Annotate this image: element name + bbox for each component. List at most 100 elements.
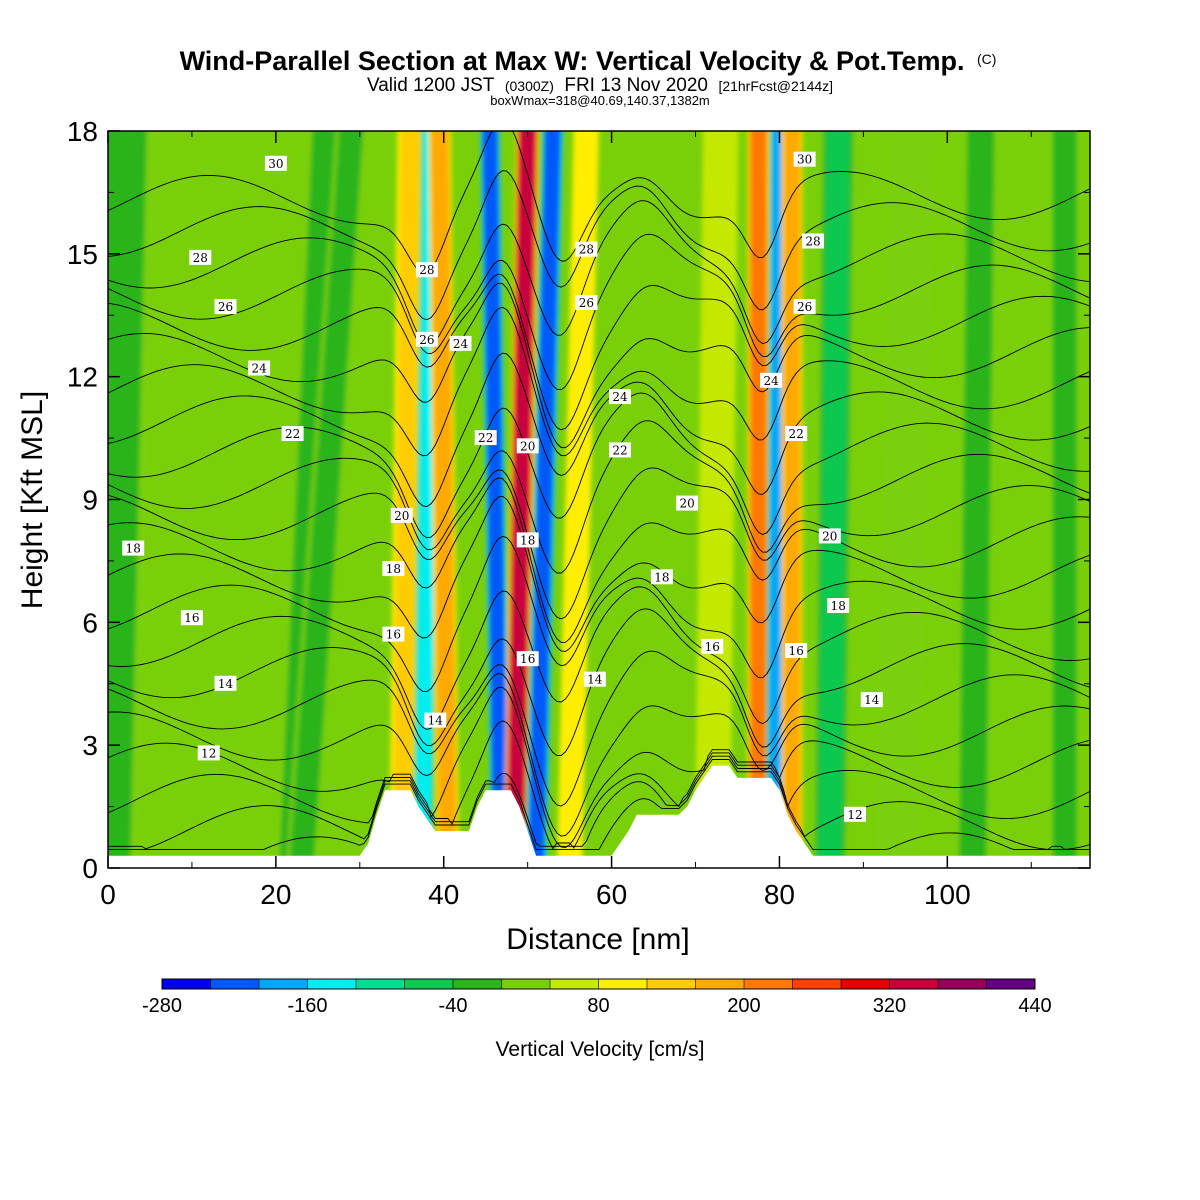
isentrope-label-box [214,675,237,691]
isentrope-label-box [424,712,447,728]
terrain [108,765,1090,868]
isentrope-label-box [516,438,539,454]
y-tick-label: 0 [82,853,98,884]
isentrope-label-box [609,389,631,405]
isentrope-25 [108,306,1090,457]
isentrope-label-text: 22 [478,431,493,445]
isentrope-label-box [281,426,304,441]
isentrope-22 [108,420,1090,574]
colorbar-swatch [259,979,308,989]
isentrope-label-box [248,360,271,376]
isentrope-label-text: 26 [797,300,812,314]
valid-time-line: Valid 1200 JST (0300Z) FRI 13 Nov 2020 [… [367,75,833,96]
w-band-15-level-1 [875,131,936,868]
colorbar-swatch [453,979,502,989]
colorbar-tick-label: -280 [142,995,182,1017]
isentrope-label-text: 18 [386,562,401,576]
isentrope-label-text: 16 [789,644,804,658]
isentrope-label-text: 22 [285,427,300,441]
x-tick-label: 20 [260,879,291,910]
isentrope-label: 12 [844,806,866,822]
x-tick-label: 100 [924,879,971,910]
isentrope-label-text: 28 [419,263,434,277]
plot-area: 30 28 26 24 22 18 16 14 12 28 26 24 22 20 18 16 14 20 18 16… [108,131,1090,868]
isentrope-label-box [785,643,808,658]
isentrope-label-text: 26 [419,333,434,347]
isentrope-23 [108,392,1090,539]
isentrope-label: 16 [785,643,808,658]
y-tick-label: 3 [82,730,98,761]
isentrope-label-text: 28 [805,235,820,249]
isentrope-label: 14 [424,712,447,728]
plot-background [108,131,1090,868]
isentrope-label-box [214,299,237,315]
isentrope-label: 22 [609,442,631,458]
isentrope-label: 26 [415,331,438,347]
x-axis-title: Distance [nm] [506,923,689,956]
isentrope-label: 18 [382,561,405,577]
isentrope-17 [108,586,1090,730]
forecast-info: [21hrFcst@2144z] [718,78,833,94]
isentrope-label-text: 14 [587,673,603,687]
isentrope-label: 22 [785,426,808,441]
colorbar-swatch [938,979,987,989]
svg-text:Wind-Parallel Section at Max W: Wind-Parallel Section at Max W: Vertical… [180,46,997,76]
isentrope-label: 20 [390,507,413,523]
colorbar-tick-label: 80 [587,995,609,1017]
y-tick-label: 12 [67,362,98,393]
isentrope-label-box [122,540,145,556]
isentrope-label-text: 20 [394,509,409,523]
colorbar-swatch [841,979,890,989]
y-tick-label: 6 [82,607,98,638]
isentrope-19 [108,495,1090,652]
isentrope-label: 12 [197,745,220,761]
isentrope-label-box [609,442,631,458]
y-tick-label: 15 [67,239,98,270]
valid-time: Valid 1200 JST [367,75,495,96]
isentrope-label: 24 [760,372,783,388]
isentrope-label: 20 [516,438,539,454]
isentrope-label-box [793,299,816,315]
isentrope-label-text: 30 [268,157,283,171]
isentrope-label-text: 28 [193,251,208,265]
isentrope-label: 24 [248,360,271,376]
isentrope-label-box [449,335,472,351]
isentrope-label: 16 [382,626,405,642]
isentrope-label: 18 [122,540,145,556]
colorbar-swatch [889,979,939,989]
isentrope-label-box [818,528,841,544]
colorbar-swatch [307,979,357,989]
colorbar-swatch [744,979,793,989]
colorbar-swatch [550,979,599,989]
copyright-mark: (C) [977,51,996,67]
isentrope-label-text: 26 [579,296,594,310]
isentrope-label: 26 [214,299,237,315]
isentrope-label: 16 [701,638,724,654]
isentrope-15 [108,650,1090,807]
isentrope-label-text: 24 [612,390,628,404]
isentrope-label: 28 [802,233,824,249]
isentrope-label-box [827,598,850,613]
isentrope-label-text: 24 [251,362,267,376]
isentrope-label: 26 [575,295,598,310]
isentrope-label: 18 [650,569,673,585]
isentrope-29 [108,200,1090,345]
colorbar-title: Vertical Velocity [cm/s] [496,1038,705,1061]
isentrope-14 [108,672,1090,837]
w-band-9-level-2 [559,131,597,868]
isentrope-labels: 30 28 26 24 22 18 16 14 12 28 26 24 22 20 18 16 14 20 18 16… [122,151,883,822]
isentrope-20 [108,477,1090,643]
isentrope-label-box [793,151,816,167]
isentrope-label-box [844,806,866,822]
isentrope-label-box [860,692,883,708]
x-tick-label: 40 [428,879,459,910]
colorbar-swatch [598,979,648,989]
colorbar-swatch [501,979,551,989]
isentrope-label-text: 22 [789,427,804,441]
colorbar-tick-label: 440 [1018,995,1051,1017]
isentrope-label-box [382,561,405,577]
isentrope-label: 18 [516,532,539,548]
isentrope-label-text: 16 [386,628,401,642]
isentrope-label: 14 [583,671,606,687]
